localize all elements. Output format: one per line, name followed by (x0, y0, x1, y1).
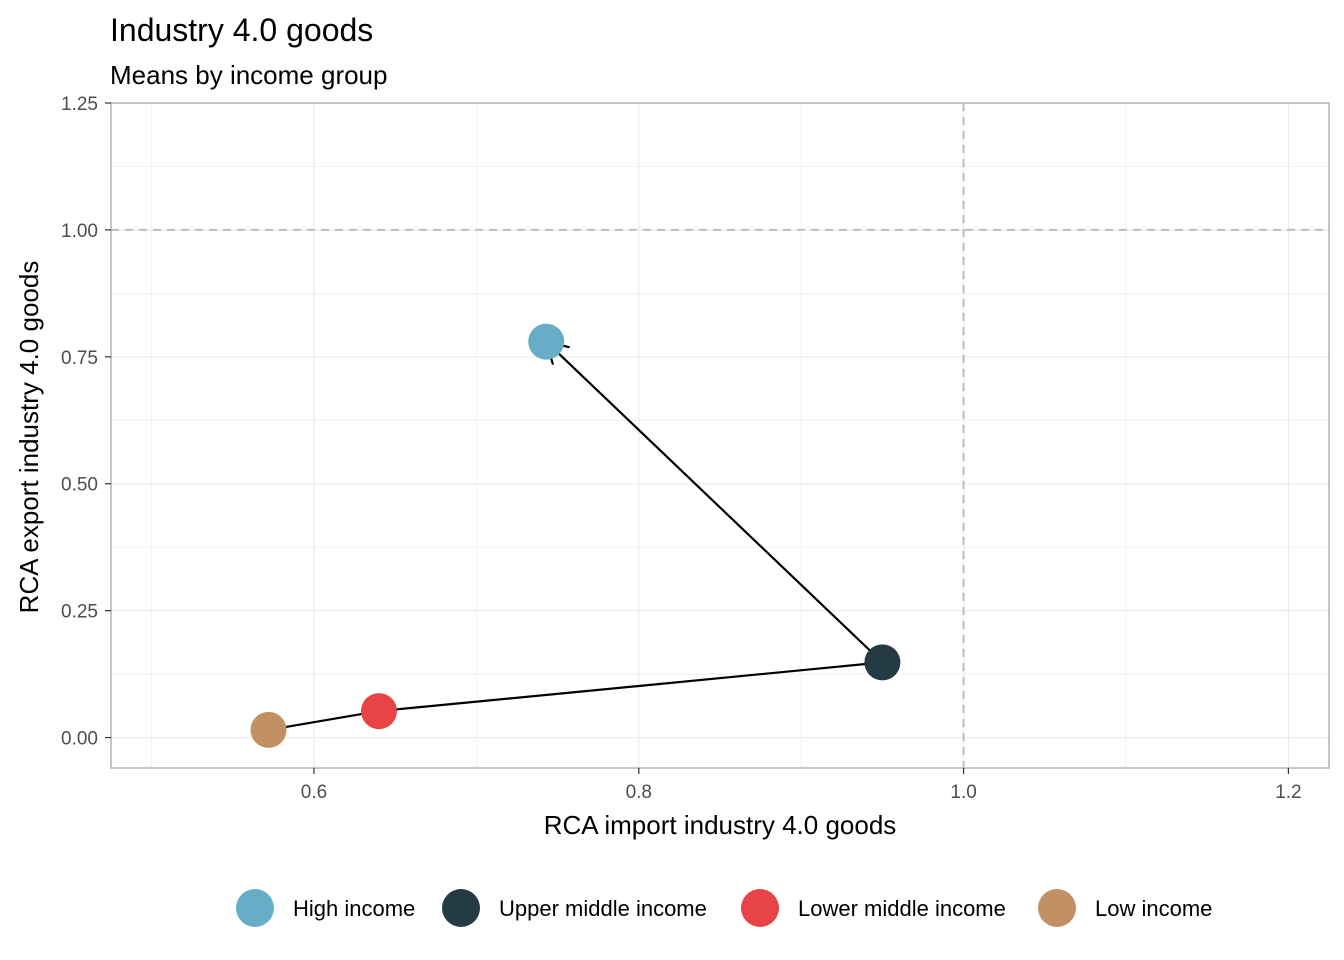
x-axis: 0.6 0.8 1.0 1.2 (301, 768, 1302, 803)
legend-key-lower-middle-income (741, 889, 779, 927)
point-upper-middle-income (864, 644, 901, 681)
x-tick-label: 1.2 (1275, 782, 1301, 803)
legend-label-low-income: Low income (1095, 896, 1212, 921)
y-tick-label: 1.00 (61, 221, 98, 242)
legend-label-high-income: High income (293, 896, 415, 921)
y-tick-label: 1.25 (61, 94, 98, 115)
legend-label-lower-middle-income: Lower middle income (798, 896, 1006, 921)
y-axis-title: RCA export industry 4.0 goods (14, 261, 44, 614)
gridlines (111, 102, 1329, 768)
y-tick-label: 0.75 (61, 348, 98, 369)
legend-key-low-income (1038, 889, 1076, 927)
legend-key-high-income (236, 889, 274, 927)
y-tick-label: 0.50 (61, 475, 98, 496)
x-tick-label: 0.6 (301, 782, 327, 803)
y-axis: 0.00 0.25 0.50 0.75 1.00 1.25 (61, 94, 111, 750)
y-tick-label: 0.25 (61, 602, 98, 623)
data-points (250, 323, 901, 748)
income-path-line (268, 340, 884, 731)
reference-lines (111, 103, 1329, 768)
chart-title: Industry 4.0 goods (110, 12, 373, 48)
point-low-income (250, 711, 287, 748)
legend-key-upper-middle-income (442, 889, 480, 927)
x-tick-label: 1.0 (950, 782, 976, 803)
legend: High income Upper middle income Lower midd… (236, 889, 1212, 927)
y-tick-label: 0.00 (61, 729, 98, 750)
plot-panel-border (110, 102, 1330, 769)
x-tick-label: 0.8 (626, 782, 652, 803)
x-axis-title: RCA import industry 4.0 goods (544, 810, 897, 840)
legend-label-upper-middle-income: Upper middle income (499, 896, 707, 921)
point-lower-middle-income (360, 693, 397, 730)
chart-subtitle: Means by income group (110, 60, 387, 90)
point-high-income (528, 323, 565, 360)
connecting-path (268, 340, 884, 731)
